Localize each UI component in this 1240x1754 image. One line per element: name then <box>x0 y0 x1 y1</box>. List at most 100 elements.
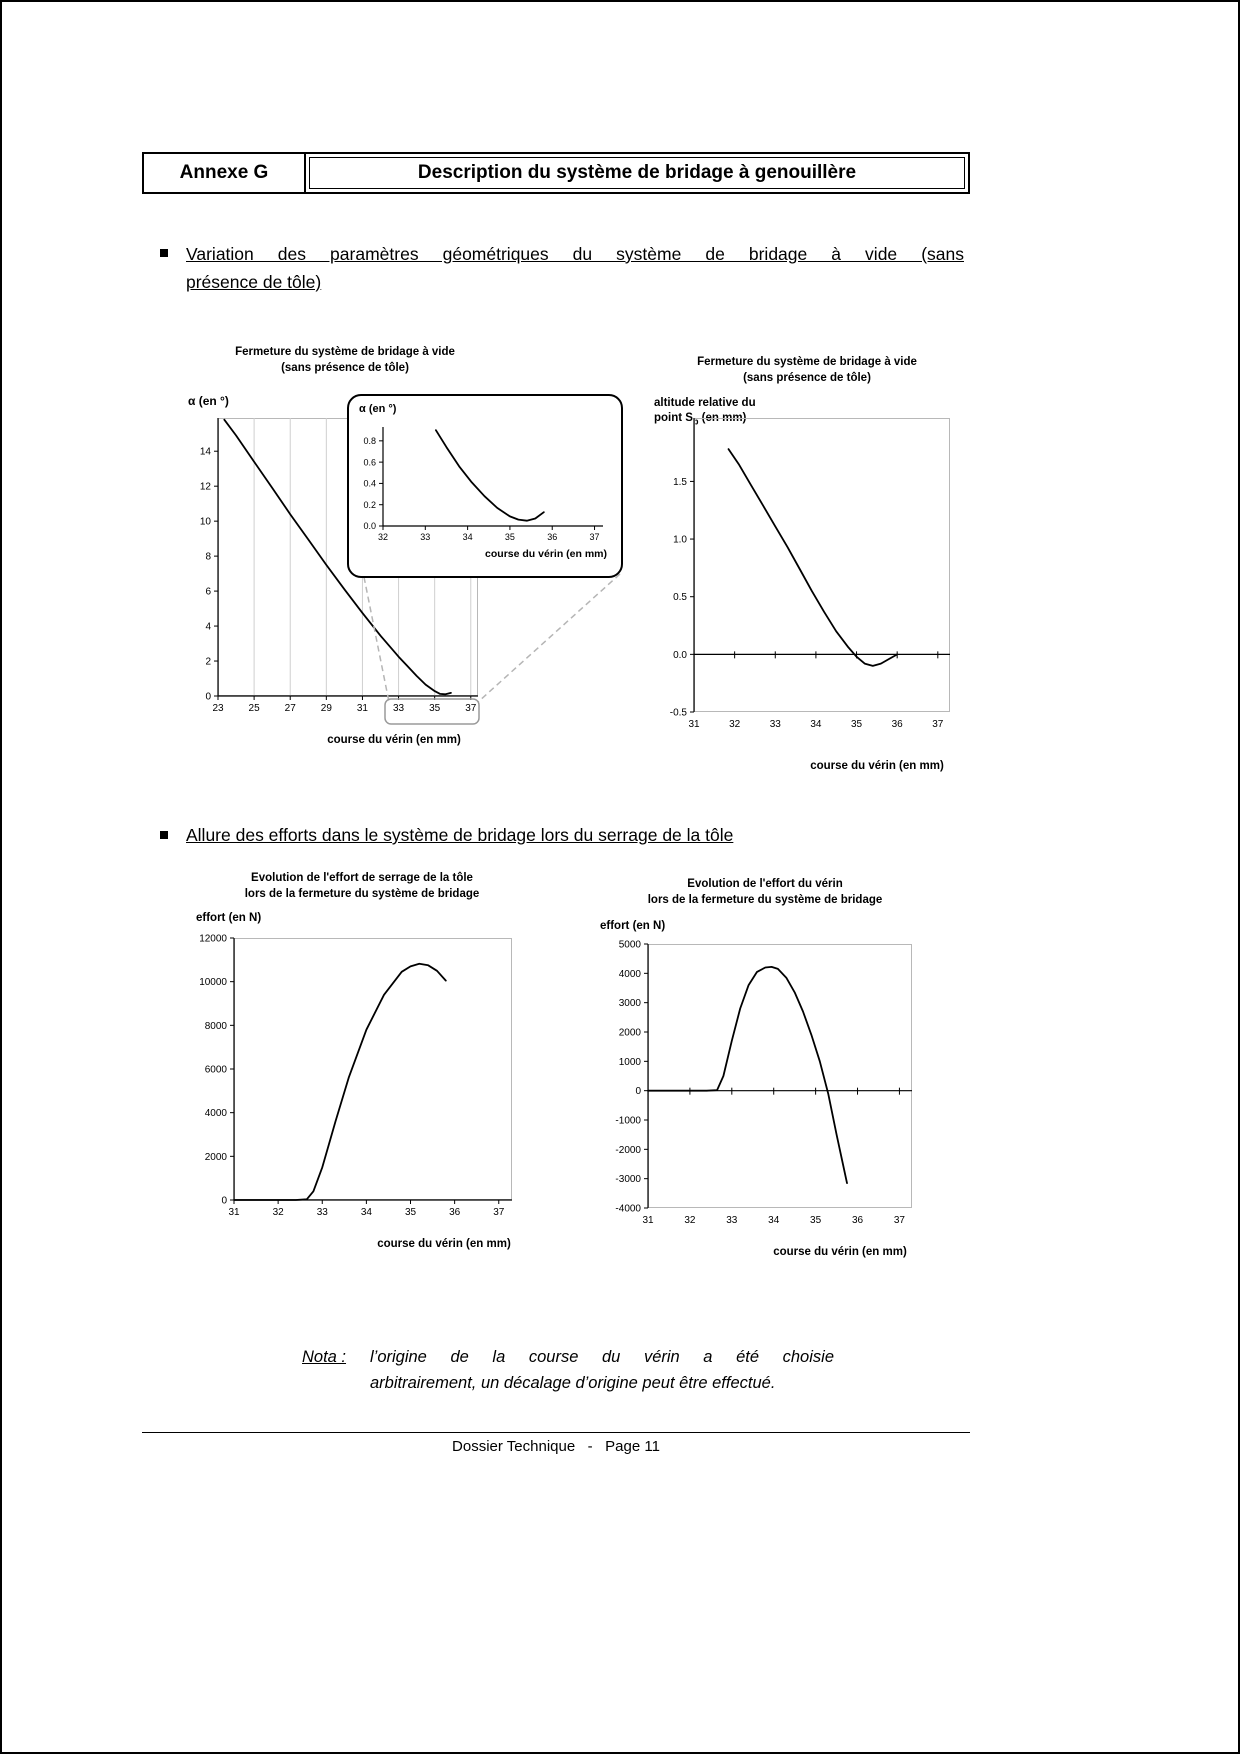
svg-text:10000: 10000 <box>199 977 227 988</box>
chart-title: Evolution de l'effort de serrage de la t… <box>251 872 473 884</box>
y-axis-label: α (en °) <box>188 394 229 408</box>
svg-text:5000: 5000 <box>619 940 642 951</box>
svg-text:33: 33 <box>317 1207 329 1218</box>
svg-text:36: 36 <box>892 719 904 730</box>
chart-title: Evolution de l'effort du vérin <box>687 878 843 890</box>
svg-text:34: 34 <box>810 719 822 730</box>
svg-text:33: 33 <box>420 532 430 542</box>
chart-subtitle: lors de la fermeture du système de brida… <box>244 888 480 900</box>
svg-text:0.2: 0.2 <box>363 500 376 510</box>
subscript-b: b <box>692 416 699 427</box>
svg-text:-4000: -4000 <box>615 1204 641 1215</box>
svg-text:1.5: 1.5 <box>673 477 687 488</box>
chart-canvas-altitude: -0.5 0.0 0.5 1.0 1.5 31 32 33 34 35 36 37 <box>670 418 950 730</box>
y-axis-label: α (en °) <box>359 403 397 415</box>
svg-text:31: 31 <box>688 719 700 730</box>
svg-text:0: 0 <box>205 692 211 703</box>
nota-line2: arbitrairement, un décalage d’origine pe… <box>370 1374 776 1392</box>
section-heading-1-line1: Variation des paramètres géométriques du… <box>186 244 964 264</box>
section-heading-1-line2: présence de tôle) <box>186 272 322 292</box>
x-axis-label: course du vérin (en mm) <box>377 1238 511 1250</box>
nota-line1: l’origine de la course du vérin a été ch… <box>370 1348 834 1366</box>
svg-text:4: 4 <box>205 622 211 633</box>
svg-text:23: 23 <box>212 703 224 714</box>
y-axis-label-line1: altitude relative du <box>654 397 756 409</box>
svg-text:32: 32 <box>378 532 388 542</box>
x-axis-label: course du vérin (en mm) <box>485 548 607 560</box>
svg-text:0.0: 0.0 <box>673 650 687 661</box>
svg-text:35: 35 <box>505 532 515 542</box>
chart-effort-verin: Evolution de l'effort du vérin lors de l… <box>600 864 930 1284</box>
nota-label: Nota : <box>302 1348 347 1366</box>
svg-text:31: 31 <box>642 1215 654 1226</box>
x-axis-label: course du vérin (en mm) <box>810 760 944 772</box>
svg-text:31: 31 <box>228 1207 240 1218</box>
svg-text:35: 35 <box>405 1207 417 1218</box>
svg-text:36: 36 <box>547 532 557 542</box>
svg-text:31: 31 <box>357 703 369 714</box>
svg-text:-0.5: -0.5 <box>670 708 688 719</box>
chart-title: Fermeture du système de bridage à vide <box>697 356 917 368</box>
svg-text:4000: 4000 <box>619 969 642 980</box>
svg-text:1000: 1000 <box>619 1057 642 1068</box>
svg-text:32: 32 <box>729 719 741 730</box>
svg-text:37: 37 <box>493 1207 505 1218</box>
svg-text:33: 33 <box>770 719 782 730</box>
svg-text:32: 32 <box>273 1207 285 1218</box>
chart-subtitle: lors de la fermeture du système de brida… <box>647 894 883 906</box>
svg-text:8000: 8000 <box>205 1021 228 1032</box>
svg-text:35: 35 <box>851 719 863 730</box>
section-heading-1: Variation des paramètres géométriques du… <box>186 240 964 296</box>
footer-rule <box>142 1432 970 1433</box>
svg-text:0: 0 <box>221 1196 227 1207</box>
bullet-icon <box>160 831 168 839</box>
svg-text:34: 34 <box>361 1207 373 1218</box>
svg-text:25: 25 <box>249 703 261 714</box>
svg-text:2000: 2000 <box>619 1028 642 1039</box>
x-axis-label: course du vérin (en mm) <box>773 1246 907 1258</box>
chart-alpha-zoom-inset: α (en °) 0.0 0.2 0.4 0.6 0.8 32 33 34 35 36 37 cou… <box>347 394 623 578</box>
document-title: Description du système de bridage à geno… <box>309 157 965 189</box>
svg-text:36: 36 <box>852 1215 864 1226</box>
svg-text:34: 34 <box>463 532 473 542</box>
svg-text:32: 32 <box>684 1215 696 1226</box>
svg-text:14: 14 <box>200 447 212 458</box>
section-heading-2: Allure des efforts dans le système de br… <box>186 825 734 845</box>
chart-subtitle: (sans présence de tôle) <box>281 362 409 374</box>
svg-text:6000: 6000 <box>205 1065 228 1076</box>
svg-text:2: 2 <box>205 657 211 668</box>
svg-text:0.4: 0.4 <box>363 479 376 489</box>
svg-text:-1000: -1000 <box>615 1116 641 1127</box>
svg-text:8: 8 <box>205 552 211 563</box>
annexe-header-box: Annexe G Description du système de brida… <box>142 152 970 194</box>
svg-text:34: 34 <box>768 1215 780 1226</box>
svg-text:0.6: 0.6 <box>363 457 376 467</box>
svg-text:12000: 12000 <box>199 934 227 945</box>
chart-altitude: Fermeture du système de bridage à vide (… <box>642 340 972 780</box>
svg-text:0: 0 <box>635 1086 641 1097</box>
annexe-label: Annexe G <box>144 154 306 192</box>
y-axis-label: effort (en N) <box>196 912 262 924</box>
svg-text:-2000: -2000 <box>615 1145 641 1156</box>
footer-text: Dossier Technique - Page 11 <box>452 1438 660 1455</box>
chart-canvas-alpha-zoom: 0.0 0.2 0.4 0.6 0.8 32 33 34 35 36 37 <box>363 427 603 542</box>
chart-title: Fermeture du système de bridage à vide <box>235 346 455 358</box>
nota: Nota : l’origine de la course du vérin a… <box>302 1344 834 1404</box>
svg-text:0.0: 0.0 <box>363 521 376 531</box>
svg-text:12: 12 <box>200 482 212 493</box>
svg-text:35: 35 <box>810 1215 822 1226</box>
svg-text:0.8: 0.8 <box>363 436 376 446</box>
chart-effort-serrage: Evolution de l'effort de serrage de la t… <box>194 864 530 1284</box>
svg-text:35: 35 <box>429 703 441 714</box>
svg-text:37: 37 <box>590 532 600 542</box>
svg-text:37: 37 <box>465 703 477 714</box>
svg-text:33: 33 <box>393 703 405 714</box>
svg-text:36: 36 <box>449 1207 461 1218</box>
svg-text:0.5: 0.5 <box>673 592 687 603</box>
svg-text:1.0: 1.0 <box>673 535 687 546</box>
chart-canvas-effort-serrage: 0 2000 4000 6000 8000 10000 12000 31 32 33 34 35 36 3… <box>199 934 512 1218</box>
svg-text:37: 37 <box>932 719 944 730</box>
y-axis-label: altitude relative du point Sb (en mm) <box>654 396 756 429</box>
svg-text:33: 33 <box>726 1215 738 1226</box>
